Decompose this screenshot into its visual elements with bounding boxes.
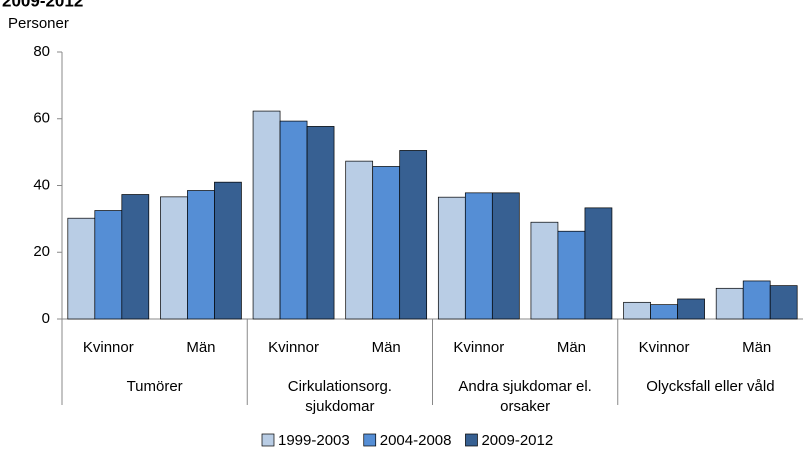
bar [160,196,188,320]
bar [437,196,466,320]
bar [742,280,771,320]
bar [306,126,335,320]
bar [715,287,744,320]
x-tick-label: Kvinnor [268,339,319,356]
group-label: Andra sjukdomar el. orsaker [458,378,592,415]
bar [94,210,123,320]
bar [650,304,678,320]
bar [557,230,586,320]
bar [491,192,520,320]
y-tick-label: 0 [42,310,50,327]
bar [279,120,308,320]
bar [769,285,798,320]
legend-swatch [363,433,377,447]
group-label: Tumörer [126,378,183,395]
bar [399,150,428,320]
bar [464,192,493,320]
bar [372,166,401,320]
y-tick-label: 20 [33,243,50,260]
x-tick-label: Män [372,339,401,356]
bar [623,301,651,320]
bar [187,190,215,320]
x-tick-label: Kvinnor [453,339,504,356]
x-tick-label: Män [742,339,771,356]
legend-swatch [465,433,478,447]
x-tick-label: Kvinnor [83,339,134,356]
bar [677,298,705,320]
bar [345,160,374,320]
x-tick-label: Män [557,339,586,356]
bar [121,194,150,320]
group-label: Olycksfall eller våld [646,378,775,395]
legend-label: 2009-2012 [481,432,553,449]
y-tick-label: 80 [33,43,50,60]
group-label: Cirkulationsorg. sjukdomar [287,378,392,415]
x-tick-label: Kvinnor [639,339,690,356]
bar [252,110,281,320]
bar [584,207,613,320]
x-tick-label: Män [186,339,215,356]
legend-label: 2004-2008 [380,432,452,449]
legend-label: 1999-2003 [278,432,350,449]
chart-title: 2009-2012 [2,0,83,10]
legend-swatch [261,433,275,447]
bar [214,181,242,320]
bar [530,221,559,320]
y-axis-label: Personer [8,15,69,32]
bar [67,217,96,320]
y-tick-label: 40 [33,176,50,193]
y-tick-label: 60 [33,110,50,127]
